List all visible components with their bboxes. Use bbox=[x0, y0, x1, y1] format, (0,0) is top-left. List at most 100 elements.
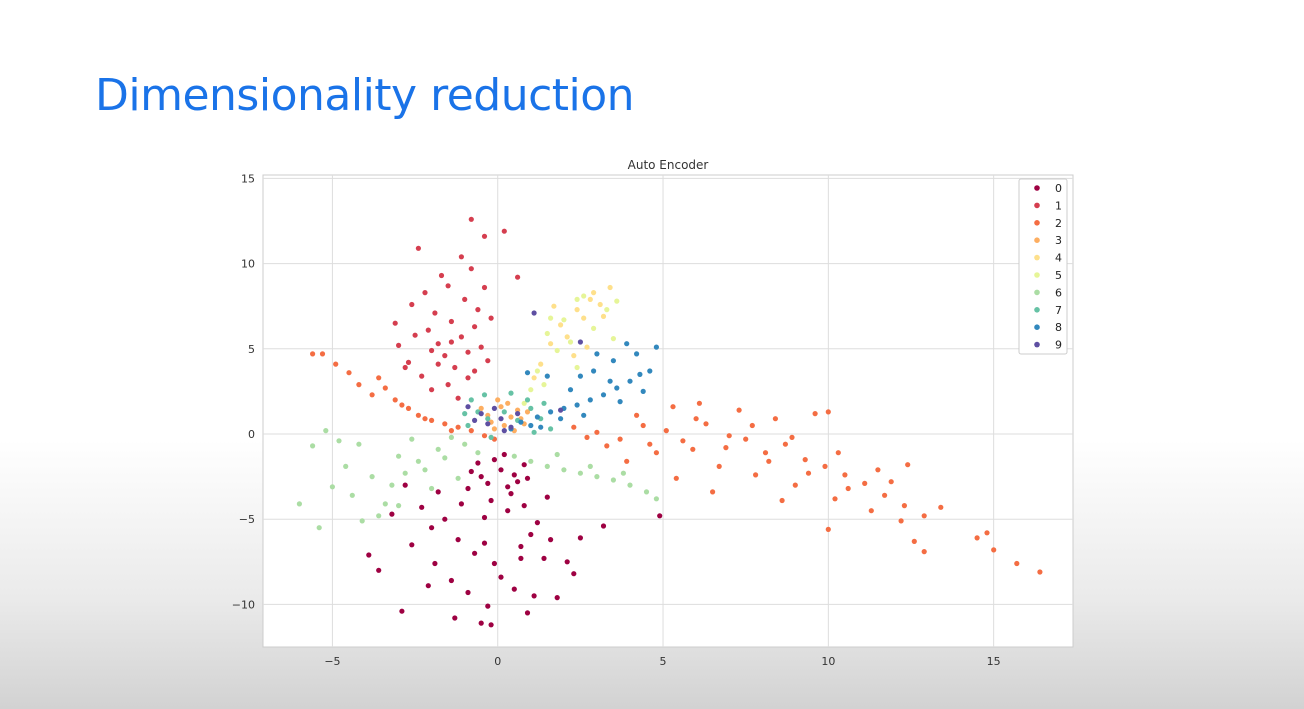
data-point bbox=[607, 378, 613, 384]
data-point bbox=[544, 330, 550, 337]
data-point bbox=[343, 463, 349, 469]
data-point bbox=[581, 315, 587, 321]
data-point bbox=[521, 400, 527, 406]
data-point bbox=[600, 392, 607, 398]
x-tick-label: 0 bbox=[494, 655, 501, 668]
data-point bbox=[432, 560, 438, 567]
data-point bbox=[323, 428, 329, 434]
legend-label: 5 bbox=[1055, 269, 1062, 282]
data-point bbox=[515, 274, 521, 280]
data-point bbox=[405, 405, 412, 411]
data-point bbox=[805, 470, 812, 476]
data-point bbox=[452, 615, 458, 621]
data-point bbox=[310, 351, 316, 357]
data-point bbox=[435, 489, 441, 495]
data-point bbox=[501, 409, 507, 415]
legend-box bbox=[1018, 178, 1068, 355]
data-point bbox=[481, 514, 488, 521]
data-point bbox=[604, 307, 610, 313]
data-point bbox=[432, 310, 438, 316]
data-point bbox=[528, 458, 534, 464]
data-point bbox=[472, 417, 478, 423]
data-point bbox=[591, 368, 597, 374]
y-tick-label: 10 bbox=[241, 258, 255, 271]
data-point bbox=[571, 571, 577, 577]
data-point bbox=[442, 516, 448, 522]
data-point bbox=[316, 525, 322, 531]
data-point bbox=[647, 368, 653, 374]
data-point bbox=[468, 468, 474, 475]
data-point bbox=[587, 463, 593, 469]
data-point bbox=[491, 560, 497, 567]
data-point bbox=[548, 409, 554, 415]
data-point bbox=[680, 438, 686, 444]
data-point bbox=[577, 470, 584, 476]
data-point bbox=[501, 451, 507, 458]
data-point bbox=[571, 424, 577, 430]
data-point bbox=[561, 317, 567, 323]
data-point bbox=[690, 446, 696, 452]
data-point bbox=[508, 424, 514, 430]
data-point bbox=[541, 382, 547, 388]
data-point bbox=[528, 531, 534, 538]
data-point bbox=[591, 325, 597, 331]
data-point bbox=[657, 513, 663, 519]
data-point bbox=[475, 460, 481, 466]
data-point bbox=[634, 351, 640, 357]
x-tick-label: 10 bbox=[821, 655, 835, 668]
data-point bbox=[577, 339, 584, 345]
plot-area bbox=[262, 174, 1074, 648]
x-tick-label: 5 bbox=[660, 655, 667, 668]
legend-marker bbox=[1034, 341, 1040, 348]
data-point bbox=[472, 368, 478, 374]
data-point bbox=[505, 400, 511, 406]
series-8 bbox=[508, 341, 660, 432]
data-point bbox=[429, 485, 435, 492]
data-point bbox=[481, 284, 488, 291]
data-point bbox=[333, 361, 339, 367]
data-point bbox=[329, 484, 335, 490]
data-point bbox=[468, 428, 474, 434]
data-point bbox=[974, 535, 980, 541]
data-point bbox=[422, 416, 428, 422]
legend-marker bbox=[1034, 254, 1040, 261]
data-point bbox=[319, 351, 326, 357]
data-point bbox=[558, 407, 564, 413]
data-point bbox=[610, 336, 617, 342]
data-point bbox=[465, 422, 471, 429]
data-point bbox=[822, 463, 828, 469]
data-point bbox=[577, 373, 584, 379]
data-point bbox=[505, 508, 511, 514]
data-point bbox=[409, 436, 415, 442]
data-point bbox=[455, 537, 461, 543]
y-tick-label: 0 bbox=[248, 428, 255, 441]
data-point bbox=[402, 470, 408, 476]
series-6 bbox=[296, 428, 660, 531]
data-point bbox=[481, 433, 488, 439]
data-point bbox=[607, 284, 613, 291]
data-point bbox=[617, 399, 623, 405]
data-point bbox=[577, 535, 584, 541]
y-tick-label: 5 bbox=[248, 343, 255, 356]
data-point bbox=[548, 426, 554, 432]
data-point bbox=[782, 441, 789, 447]
data-point bbox=[574, 402, 580, 408]
legend-label: 8 bbox=[1055, 321, 1062, 334]
data-point bbox=[901, 503, 908, 509]
data-point bbox=[766, 458, 772, 464]
legend-label: 3 bbox=[1055, 234, 1062, 247]
data-point bbox=[409, 542, 415, 548]
data-point bbox=[531, 593, 537, 599]
data-point bbox=[422, 290, 428, 296]
data-point bbox=[415, 245, 421, 251]
data-point bbox=[468, 216, 474, 222]
data-point bbox=[710, 489, 716, 495]
data-point bbox=[346, 370, 352, 376]
data-point bbox=[435, 341, 441, 347]
data-point bbox=[898, 518, 904, 524]
data-point bbox=[498, 404, 504, 410]
y-tick-label: −10 bbox=[232, 598, 255, 611]
series-5 bbox=[521, 293, 620, 406]
data-point bbox=[392, 397, 398, 403]
data-point bbox=[882, 492, 888, 498]
